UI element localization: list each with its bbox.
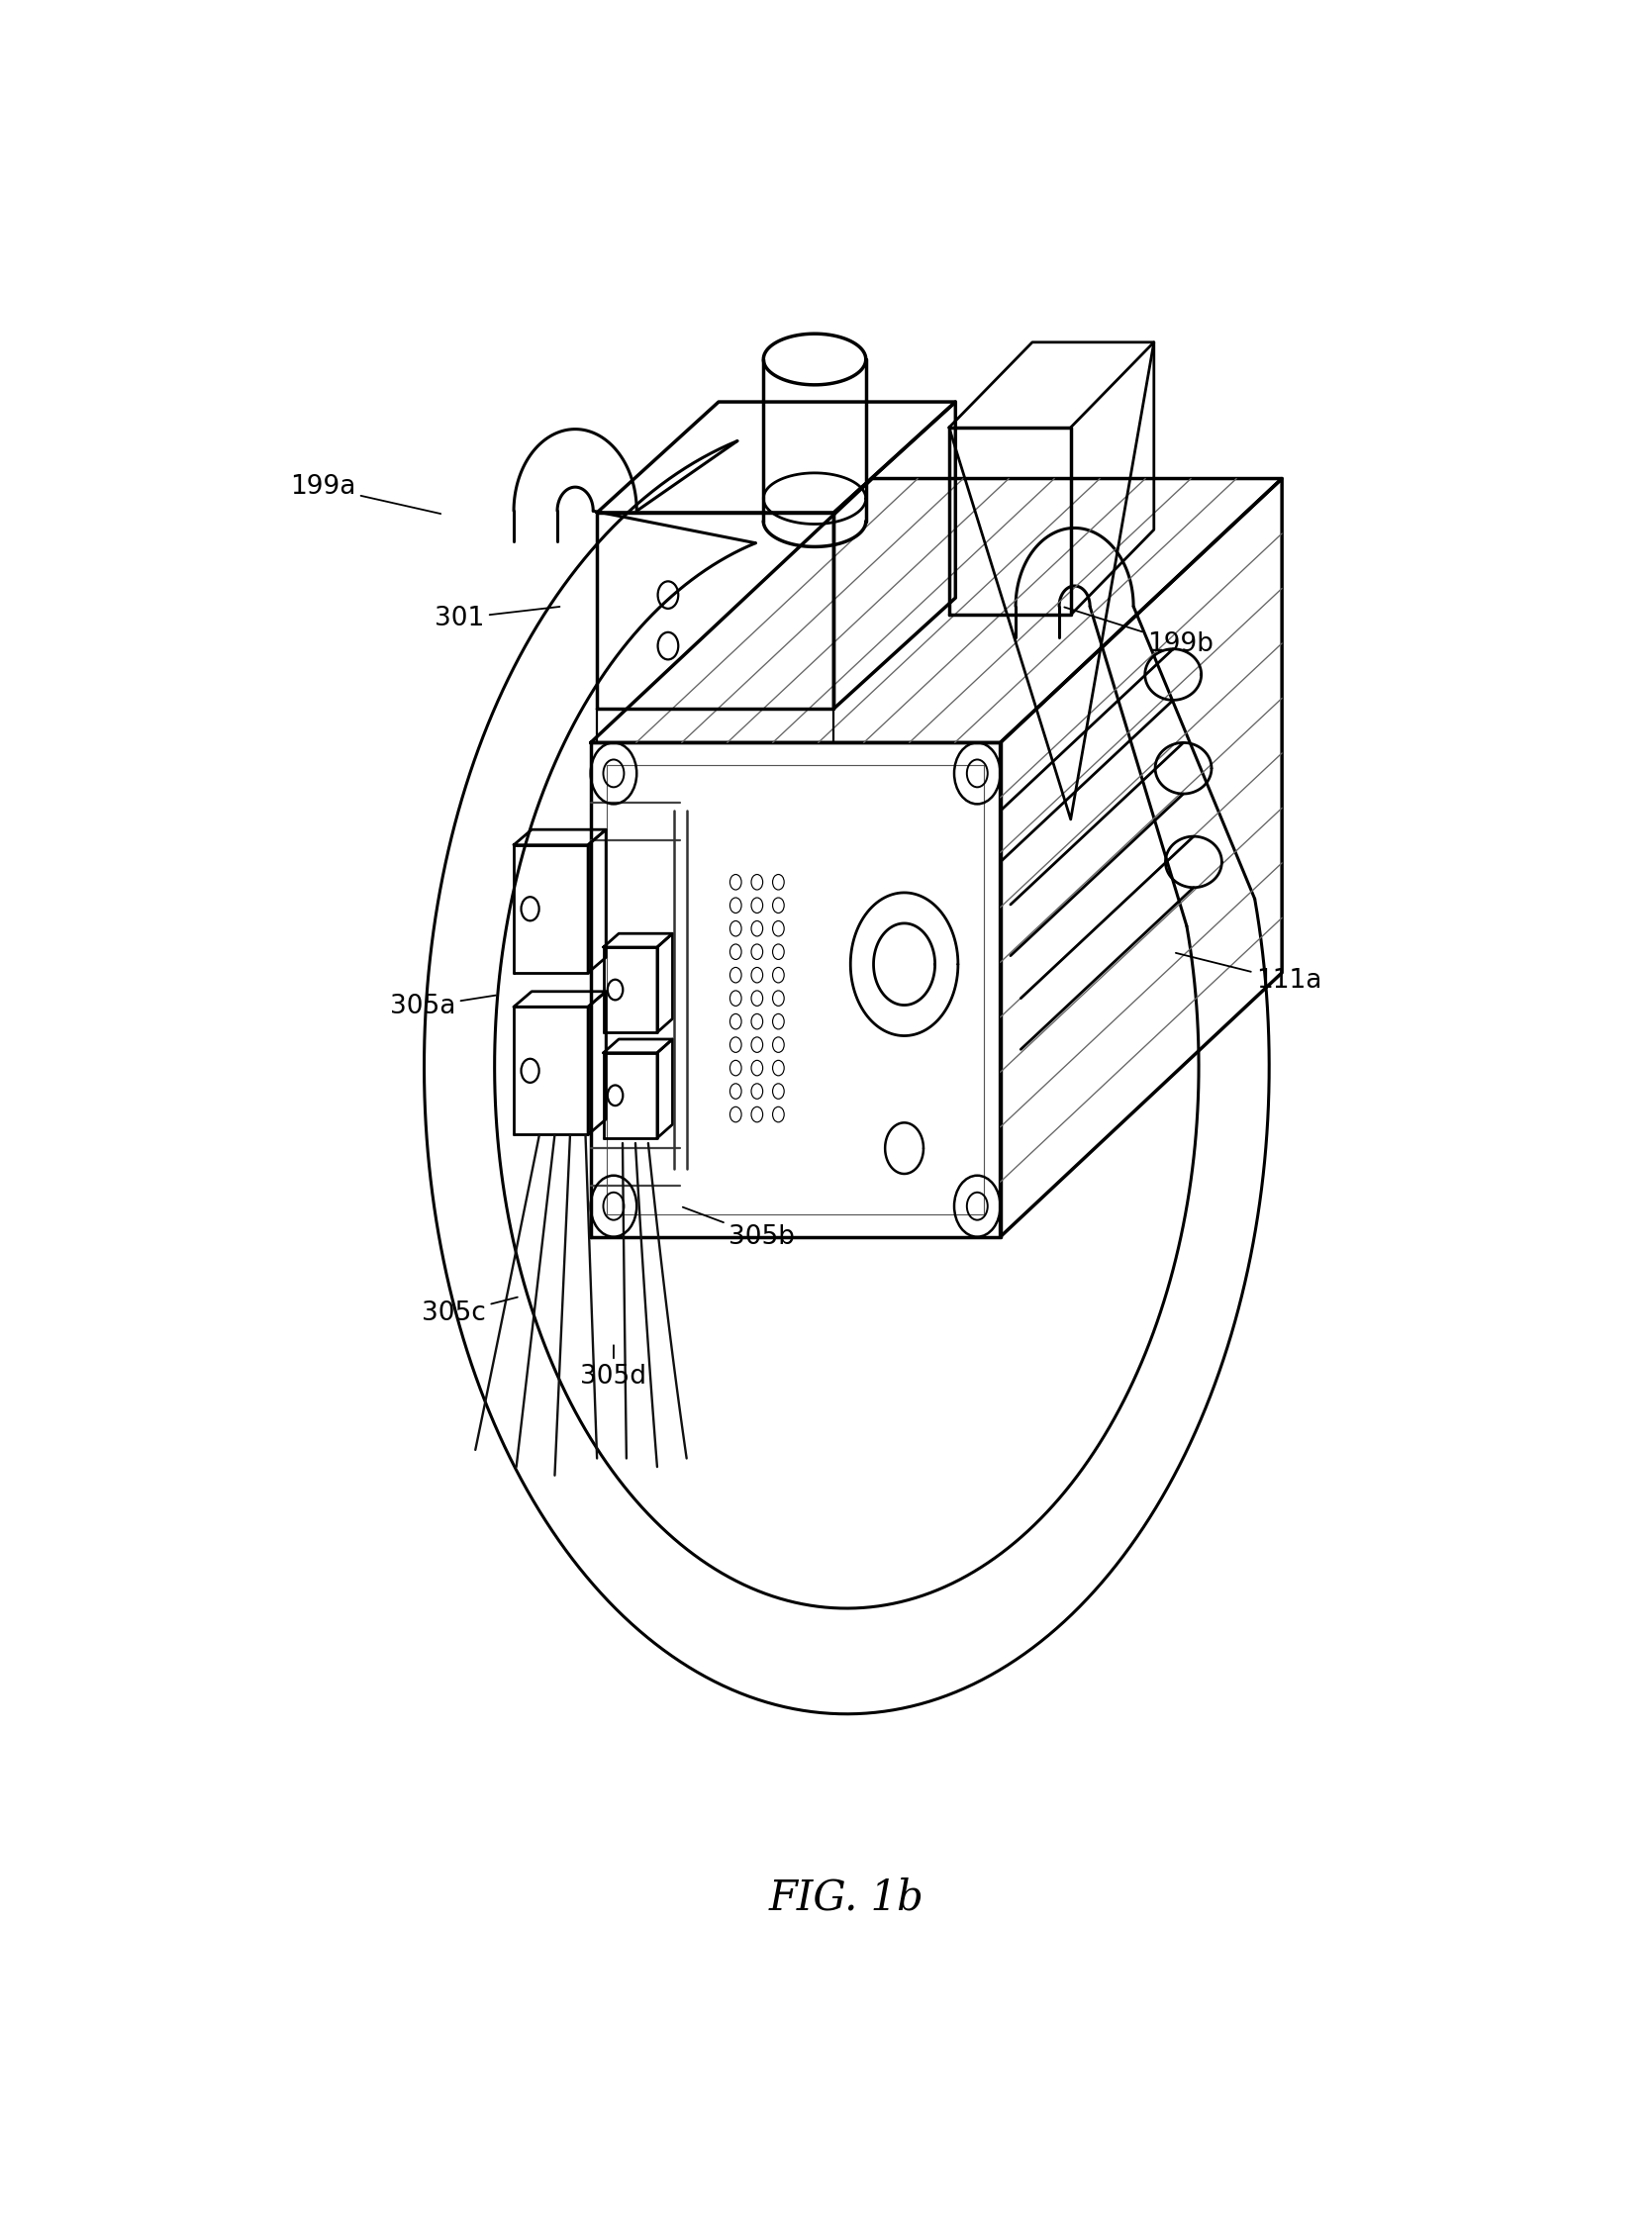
Text: FIG. 1b: FIG. 1b xyxy=(770,1877,923,1919)
Text: 305c: 305c xyxy=(421,1297,517,1326)
Text: 305b: 305b xyxy=(682,1206,795,1250)
Text: 305a: 305a xyxy=(390,994,496,1020)
Text: 305d: 305d xyxy=(580,1346,648,1390)
Text: 111a: 111a xyxy=(1176,954,1322,994)
Text: 199a: 199a xyxy=(289,474,441,513)
Text: 301: 301 xyxy=(434,606,560,631)
Text: 199b: 199b xyxy=(1064,606,1214,657)
